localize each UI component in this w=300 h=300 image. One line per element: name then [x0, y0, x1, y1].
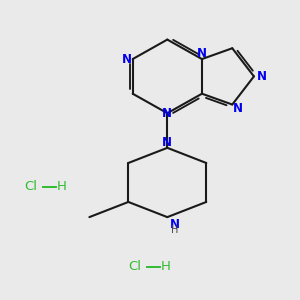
- Text: H: H: [161, 260, 171, 273]
- Text: N: N: [197, 47, 207, 60]
- Text: H: H: [171, 225, 178, 235]
- Text: Cl: Cl: [24, 180, 38, 193]
- Text: H: H: [57, 180, 67, 193]
- Text: N: N: [170, 218, 180, 230]
- Text: Cl: Cl: [128, 260, 141, 273]
- Text: N: N: [257, 70, 267, 83]
- Text: N: N: [162, 136, 172, 149]
- Text: N: N: [233, 102, 243, 116]
- Text: N: N: [162, 107, 172, 120]
- Text: N: N: [122, 52, 132, 66]
